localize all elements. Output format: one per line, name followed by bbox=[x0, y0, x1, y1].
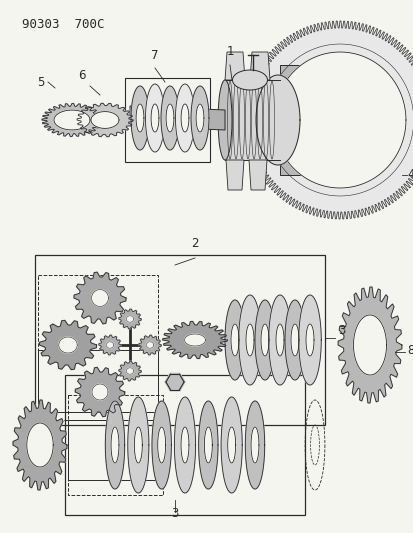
Polygon shape bbox=[260, 324, 268, 356]
Polygon shape bbox=[204, 427, 212, 463]
Polygon shape bbox=[128, 397, 149, 493]
Polygon shape bbox=[75, 367, 124, 417]
Polygon shape bbox=[243, 21, 413, 219]
Text: 3: 3 bbox=[171, 507, 178, 520]
Polygon shape bbox=[248, 160, 266, 190]
Polygon shape bbox=[77, 103, 133, 137]
Polygon shape bbox=[196, 104, 204, 132]
Polygon shape bbox=[273, 52, 405, 188]
Polygon shape bbox=[99, 335, 121, 355]
Polygon shape bbox=[198, 401, 218, 489]
Polygon shape bbox=[175, 84, 194, 152]
Polygon shape bbox=[138, 335, 161, 355]
Polygon shape bbox=[275, 324, 283, 356]
Polygon shape bbox=[279, 65, 329, 175]
Polygon shape bbox=[91, 289, 108, 306]
Polygon shape bbox=[126, 316, 133, 322]
Polygon shape bbox=[353, 315, 386, 375]
Polygon shape bbox=[91, 111, 119, 128]
Polygon shape bbox=[74, 272, 126, 324]
Polygon shape bbox=[134, 427, 142, 463]
Polygon shape bbox=[255, 75, 299, 165]
Text: 6: 6 bbox=[78, 69, 85, 82]
Text: 8: 8 bbox=[406, 343, 413, 357]
Polygon shape bbox=[224, 80, 279, 160]
Polygon shape bbox=[105, 401, 124, 489]
Ellipse shape bbox=[218, 80, 231, 160]
Polygon shape bbox=[305, 324, 313, 356]
Text: 90303  700C: 90303 700C bbox=[22, 18, 104, 31]
Polygon shape bbox=[174, 397, 195, 493]
Polygon shape bbox=[238, 295, 261, 385]
Polygon shape bbox=[180, 427, 188, 463]
Polygon shape bbox=[290, 324, 298, 356]
Polygon shape bbox=[284, 300, 304, 380]
Text: 5: 5 bbox=[38, 76, 45, 88]
Polygon shape bbox=[136, 104, 144, 132]
Polygon shape bbox=[119, 309, 141, 329]
Bar bbox=[68, 395, 163, 495]
Bar bbox=[38, 275, 158, 420]
Polygon shape bbox=[250, 427, 259, 463]
Polygon shape bbox=[337, 287, 401, 403]
Polygon shape bbox=[92, 384, 108, 400]
Polygon shape bbox=[245, 401, 264, 489]
Bar bbox=[35, 255, 324, 425]
Polygon shape bbox=[225, 160, 243, 190]
Polygon shape bbox=[27, 423, 53, 467]
Polygon shape bbox=[157, 427, 165, 463]
Polygon shape bbox=[146, 342, 153, 348]
Bar bbox=[68, 420, 163, 480]
Polygon shape bbox=[224, 52, 244, 80]
Polygon shape bbox=[227, 427, 235, 463]
Polygon shape bbox=[254, 300, 274, 380]
Text: 7: 7 bbox=[151, 49, 158, 62]
Polygon shape bbox=[298, 295, 320, 385]
Text: 3: 3 bbox=[337, 324, 344, 336]
Text: 2: 2 bbox=[191, 237, 198, 250]
Polygon shape bbox=[59, 337, 77, 353]
Polygon shape bbox=[42, 103, 102, 136]
Polygon shape bbox=[224, 300, 244, 380]
Polygon shape bbox=[190, 86, 209, 150]
Polygon shape bbox=[106, 342, 113, 348]
Polygon shape bbox=[130, 106, 224, 130]
Polygon shape bbox=[230, 324, 238, 356]
Polygon shape bbox=[180, 104, 188, 132]
Polygon shape bbox=[166, 104, 173, 132]
Polygon shape bbox=[249, 52, 269, 80]
Polygon shape bbox=[13, 400, 67, 490]
Polygon shape bbox=[145, 84, 164, 152]
Text: 1: 1 bbox=[225, 45, 233, 58]
Polygon shape bbox=[245, 324, 254, 356]
Bar bbox=[65, 375, 304, 515]
Bar bbox=[38, 350, 158, 412]
Polygon shape bbox=[126, 368, 133, 374]
Bar bbox=[125, 78, 209, 162]
Polygon shape bbox=[162, 321, 227, 359]
Polygon shape bbox=[54, 110, 90, 130]
Polygon shape bbox=[152, 401, 171, 489]
Polygon shape bbox=[221, 397, 242, 493]
Ellipse shape bbox=[232, 70, 267, 90]
Polygon shape bbox=[161, 86, 178, 150]
Text: 4: 4 bbox=[406, 168, 413, 182]
Polygon shape bbox=[184, 334, 205, 346]
Polygon shape bbox=[119, 361, 141, 381]
Polygon shape bbox=[268, 295, 291, 385]
Polygon shape bbox=[131, 86, 149, 150]
Polygon shape bbox=[165, 373, 185, 391]
Polygon shape bbox=[151, 104, 159, 132]
Polygon shape bbox=[39, 320, 96, 370]
Polygon shape bbox=[111, 427, 119, 463]
